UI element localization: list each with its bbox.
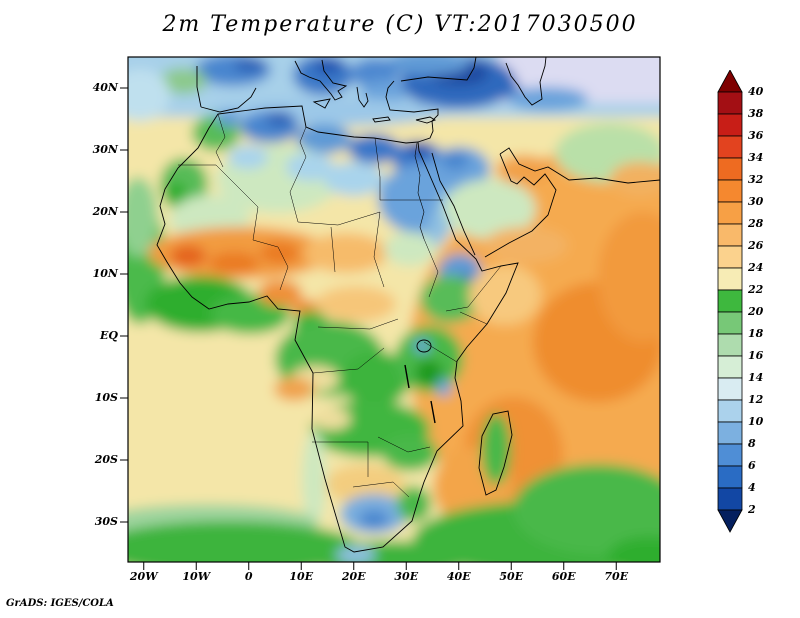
colorbar-segment <box>717 355 743 379</box>
madagascar-coastline <box>478 410 513 496</box>
iran-coast <box>499 147 660 184</box>
colorbar-label: 6 <box>748 459 756 472</box>
lon-axis-label: 0 <box>244 570 253 583</box>
coastlines-and-borders <box>156 57 660 553</box>
colorbar-arrow-top <box>717 70 743 93</box>
lat-axis-label: 10N <box>92 267 118 280</box>
colorbar-label: 34 <box>748 151 764 164</box>
colorbar-segment <box>717 157 743 181</box>
colorbar-segment <box>717 267 743 291</box>
axis-ticks <box>120 87 617 570</box>
colorbar-label: 12 <box>748 393 764 406</box>
colorbar-arrow-bottom <box>717 509 743 533</box>
colorbar-label: 32 <box>748 173 764 186</box>
page-title: 2m Temperature (C) VT:2017030500 <box>162 12 638 37</box>
greece-coast <box>356 86 369 108</box>
colorbar-segment <box>717 377 743 401</box>
arabia-south-gulf-coast <box>484 153 557 258</box>
colorbar-segment <box>717 201 743 225</box>
lake-tanganyika <box>404 364 410 389</box>
lat-axis-label: 40N <box>92 81 118 94</box>
colorbar-label: 14 <box>748 371 764 384</box>
colorbar-segment <box>717 91 743 115</box>
colorbar-segment <box>717 311 743 335</box>
caspian-coast <box>505 57 547 106</box>
colorbar-label: 38 <box>748 107 764 120</box>
lon-axis-label: 40E <box>446 570 471 583</box>
lon-axis-label: 60E <box>551 570 576 583</box>
colorbar-label: 22 <box>748 283 764 296</box>
lon-axis-label: 10W <box>182 570 211 583</box>
lon-axis-label: 70E <box>604 570 629 583</box>
colorbar-segment <box>717 179 743 203</box>
colorbar-label: 24 <box>748 261 764 274</box>
lat-axis-label: 20N <box>92 205 118 218</box>
map-frame <box>127 56 661 563</box>
colorbar-segment <box>717 421 743 445</box>
arabia-red-sea-coast <box>431 152 476 256</box>
iberia-south-coast <box>200 87 257 113</box>
lat-axis-label: 30S <box>94 515 118 528</box>
iberia-west-coast <box>196 66 202 108</box>
attribution: GrADS: IGES/COLA <box>6 598 114 609</box>
lat-axis-label: EQ <box>100 329 118 342</box>
lon-axis-label: 20E <box>341 570 366 583</box>
country-borders <box>178 113 502 498</box>
temperature-map <box>120 56 661 570</box>
colorbar-segment <box>717 245 743 269</box>
crete-coast <box>372 116 391 123</box>
black-sea-coast <box>400 57 477 82</box>
colorbar-label: 4 <box>748 481 756 494</box>
colorbar-segment <box>717 399 743 423</box>
colorbar-label: 16 <box>748 349 764 362</box>
colorbar-segment <box>717 443 743 467</box>
sicily-coast <box>312 98 331 109</box>
colorbar-label: 8 <box>748 437 756 450</box>
colorbar-label: 10 <box>748 415 764 428</box>
colorbar-label: 26 <box>748 239 764 252</box>
lat-axis-label: 10S <box>94 391 118 404</box>
lake-malawi <box>430 400 436 424</box>
colorbar-label: 30 <box>748 195 764 208</box>
lat-axis-label: 30N <box>92 143 118 156</box>
lon-axis-label: 30E <box>394 570 419 583</box>
colorbar-label: 28 <box>748 217 764 230</box>
colorbar-segment <box>717 487 743 511</box>
colorbar-label: 40 <box>748 85 764 98</box>
colorbar-segment <box>717 333 743 357</box>
colorbar-label: 20 <box>748 305 764 318</box>
lon-axis-label: 50E <box>499 570 524 583</box>
colorbar-label: 2 <box>748 503 756 516</box>
cyprus-coast <box>415 116 437 124</box>
colorbar-segment <box>717 135 743 159</box>
colorbar-segment <box>717 289 743 313</box>
africa-coastline <box>156 105 519 553</box>
lat-axis-label: 20S <box>94 453 118 466</box>
colorbar <box>717 70 743 533</box>
nile-river <box>414 142 425 240</box>
colorbar-label: 36 <box>748 129 764 142</box>
levant-turkey-coast <box>385 80 439 143</box>
italy-coast <box>294 59 348 101</box>
lon-axis-label: 20W <box>129 570 158 583</box>
colorbar-segment <box>717 223 743 247</box>
colorbar-segment <box>717 113 743 137</box>
colorbar-label: 18 <box>748 327 764 340</box>
temperature-field <box>128 57 660 562</box>
colorbar-segment <box>717 465 743 489</box>
lon-axis-label: 10E <box>289 570 314 583</box>
